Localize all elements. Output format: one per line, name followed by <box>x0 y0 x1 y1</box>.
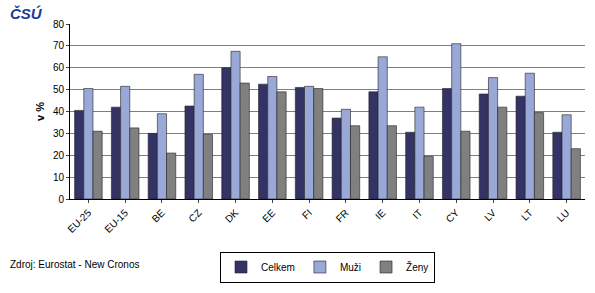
svg-text:60: 60 <box>53 62 65 73</box>
svg-text:IE: IE <box>373 207 388 222</box>
svg-text:LT: LT <box>519 207 535 223</box>
svg-text:CZ: CZ <box>186 207 203 224</box>
svg-text:20: 20 <box>53 150 65 161</box>
svg-text:70: 70 <box>53 40 65 51</box>
svg-text:CY: CY <box>444 207 462 225</box>
svg-text:Ženy: Ženy <box>406 261 428 273</box>
svg-text:IT: IT <box>410 207 424 221</box>
svg-text:LU: LU <box>555 207 572 224</box>
svg-text:80: 80 <box>53 19 65 30</box>
svg-text:DK: DK <box>223 207 241 225</box>
svg-text:EE: EE <box>260 207 277 224</box>
svg-text:Celkem: Celkem <box>261 262 295 273</box>
svg-text:50: 50 <box>53 84 65 95</box>
svg-text:EU-25: EU-25 <box>66 207 94 235</box>
svg-text:FR: FR <box>334 207 351 224</box>
svg-text:Muži: Muži <box>340 262 361 273</box>
svg-text:BE: BE <box>150 207 167 224</box>
svg-text:30: 30 <box>53 128 65 139</box>
svg-text:ČSÚ: ČSÚ <box>10 5 43 22</box>
svg-text:10: 10 <box>53 172 65 183</box>
svg-text:v %: v % <box>34 102 46 121</box>
svg-text:EU-15: EU-15 <box>102 207 130 235</box>
svg-text:0: 0 <box>58 194 64 205</box>
svg-text:40: 40 <box>53 106 65 117</box>
svg-text:Zdroj: Eurostat - New Cronos: Zdroj: Eurostat - New Cronos <box>10 259 140 270</box>
svg-text:FI: FI <box>300 207 314 221</box>
svg-text:LV: LV <box>482 207 498 223</box>
